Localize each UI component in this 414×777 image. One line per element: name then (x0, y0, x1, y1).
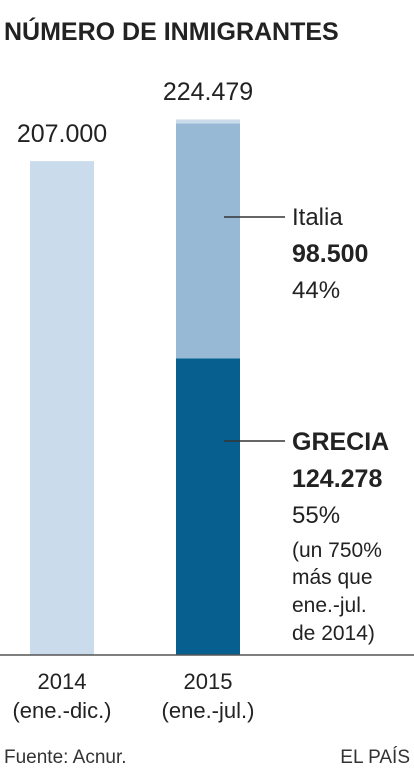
grecia-name: GRECIA (292, 428, 389, 456)
bar-0-segment-0 (30, 161, 94, 655)
total-label-2015: 224.479 (163, 78, 253, 106)
category-2014-period: (ene.-dic.) (12, 698, 111, 723)
bar-1-segment-0 (176, 358, 240, 655)
chart-title: NÚMERO DE INMIGRANTES (4, 16, 339, 46)
category-2015-period: (ene.-jul.) (162, 698, 255, 723)
category-2015-year: 2015 (184, 669, 233, 694)
grecia-value: 124.278 (292, 465, 382, 493)
bar-1-segment-2 (176, 119, 240, 124)
italia-percent: 44% (292, 277, 340, 304)
bar-1-segment-1 (176, 123, 240, 359)
grecia-note-line-3: ene.-jul. (292, 594, 367, 617)
grecia-percent: 55% (292, 502, 340, 529)
source-note: Fuente: Acnur. (4, 747, 127, 768)
grecia-note-line-2: más que (292, 566, 373, 589)
italia-value: 98.500 (292, 240, 368, 268)
brand-label: EL PAÍS (340, 747, 410, 768)
bars-group (30, 119, 240, 655)
italia-name: Italia (292, 204, 343, 231)
category-2014-year: 2014 (38, 669, 87, 694)
grecia-note-line-1: (un 750% (292, 539, 382, 562)
grecia-note-line-4: de 2014) (292, 622, 375, 645)
total-label-2014: 207.000 (17, 120, 107, 148)
